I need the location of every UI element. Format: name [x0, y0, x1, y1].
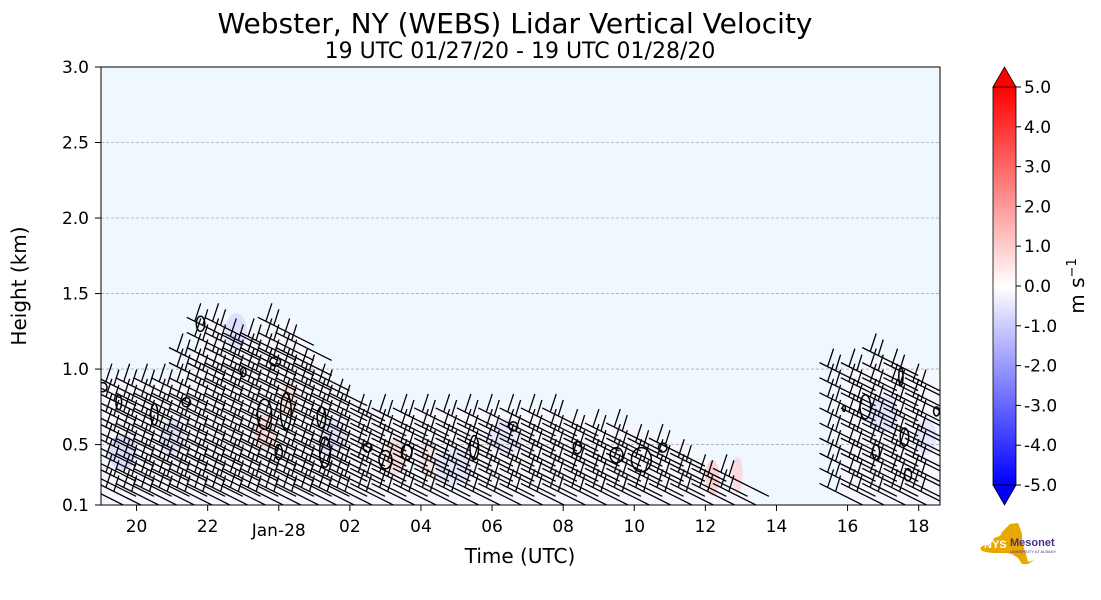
colorbar-ticks: 5.0 4.0 3.0 2.0 1.0 0.0 -1.0 -2.0 -3.0 -4.0 -5.0 [1016, 78, 1057, 496]
downdraft-spot-2 [225, 313, 247, 350]
barb-16-5 [371, 393, 428, 437]
y-axis-ticks: 0.1 0.5 1.0 1.5 2.0 2.5 3.0 [62, 58, 101, 516]
barb-24-5 [541, 393, 599, 437]
mesonet-logo-graphic: NYS Mesonet UNIVERSITY AT ALBANY [980, 523, 1057, 564]
logo-university-text: UNIVERSITY AT ALBANY [1010, 549, 1057, 554]
barb-37-7 [904, 363, 940, 397]
x-tick-label-1: 22 [197, 517, 219, 537]
wind-barbs [101, 303, 940, 505]
contour-4 [195, 315, 206, 333]
colorbar-tick-label-9: -4.0 [1024, 436, 1057, 456]
barb-21-5 [477, 393, 535, 437]
barb-23-5 [520, 393, 578, 437]
contour-15 [469, 434, 480, 461]
chart-title: Webster, NY (WEBS) Lidar Vertical Veloci… [218, 7, 813, 40]
colorbar-tick-label-4: 1.0 [1024, 237, 1051, 257]
barb-25-4 [563, 408, 620, 452]
colorbar-tick-label-7: -2.0 [1024, 357, 1057, 377]
y-tick-label-6: 3.0 [62, 58, 89, 78]
y-tick-label-1: 0.5 [62, 436, 89, 456]
contour-27 [932, 406, 940, 417]
y-tick-label-3: 1.5 [62, 285, 89, 305]
x-tick-label-11: 18 [908, 517, 930, 537]
plot-frame [100, 66, 941, 506]
x-tick-label-5: 06 [481, 517, 503, 537]
barb-28-3 [627, 423, 684, 467]
y-axis-label: Height (km) [7, 226, 31, 345]
barb-27-4 [605, 408, 663, 452]
colorbar-tick-label-3: 2.0 [1024, 197, 1051, 217]
colorbar-tick-label-10: -5.0 [1024, 476, 1057, 496]
colorbar-gradient [992, 86, 1017, 486]
barb-22-5 [499, 393, 556, 437]
barb-33-8 [819, 348, 876, 392]
barb-26-4 [584, 408, 642, 452]
y-tick-label-5: 2.5 [62, 134, 89, 154]
colorbar-tick-label-8: -3.0 [1024, 396, 1057, 416]
barb-17-5 [392, 393, 450, 437]
updraft-spot-13 [732, 456, 743, 493]
x-axis-label: Time (UTC) [464, 544, 576, 568]
barb-18-5 [413, 393, 471, 437]
x-tick-label-3: 02 [339, 517, 361, 537]
barb-29-3 [648, 423, 706, 467]
colorbar-tick-label-6: -1.0 [1024, 317, 1057, 337]
x-tick-label-4: 04 [410, 517, 432, 537]
barb-30-2 [669, 439, 727, 482]
barb-15-5 [350, 393, 407, 437]
colorbar-extend-high [992, 66, 1017, 88]
barb-32-1 [712, 454, 770, 497]
x-tick-label-6: 08 [552, 517, 574, 537]
x-tick-label-7: 10 [623, 517, 645, 537]
chart-subtitle: 19 UTC 01/27/20 - 19 UTC 01/28/20 [325, 39, 716, 64]
barb-36-8 [883, 348, 940, 392]
contour-0 [101, 381, 108, 393]
new-york-state-shape [980, 523, 1034, 564]
y-tick-label-0: 0.1 [62, 496, 89, 516]
x-tick-label-9: 14 [766, 517, 788, 537]
logo-mesonet-text: Mesonet [1010, 537, 1055, 549]
nys-mesonet-logo: NYS Mesonet UNIVERSITY AT ALBANY [978, 518, 1078, 568]
barb-20-5 [456, 393, 514, 437]
barb-14-6 [328, 378, 386, 422]
colorbar-label: m s−1 [1065, 258, 1089, 313]
barb-31-1 [691, 454, 748, 497]
colorbar-tick-label-2: 3.0 [1024, 158, 1051, 178]
x-tick-label-2: Jan-28 [251, 521, 306, 541]
barb-19-5 [435, 393, 492, 437]
y-tick-label-2: 1.0 [62, 360, 89, 380]
contour-13 [378, 449, 393, 470]
x-axis-ticks: 20 22 Jan-28 02 04 06 08 10 12 14 16 18 [126, 505, 930, 541]
contour-8 [279, 392, 292, 431]
barb-35-9 [861, 333, 919, 377]
colorbar-tick-label-0: 5.0 [1024, 78, 1051, 98]
contour-9 [274, 443, 284, 461]
colorbar-tick-label-5: 0.0 [1024, 277, 1051, 297]
y-tick-label-4: 2.0 [62, 209, 89, 229]
colorbar: 5.0 4.0 3.0 2.0 1.0 0.0 -1.0 -2.0 -3.0 -4.0 -5.0 m… [992, 66, 1089, 506]
barb-11-10 [275, 318, 332, 361]
colorbar-tick-label-1: 4.0 [1024, 118, 1051, 138]
barb-0-0 [101, 475, 125, 505]
colorbar-extend-low [992, 484, 1017, 506]
x-tick-label-10: 16 [837, 517, 859, 537]
barb-34-8 [840, 348, 898, 392]
x-tick-label-0: 20 [126, 517, 148, 537]
velocity-region-1 [104, 301, 763, 505]
x-tick-label-8: 12 [695, 517, 717, 537]
logo-nys-text: NYS [984, 539, 1007, 551]
